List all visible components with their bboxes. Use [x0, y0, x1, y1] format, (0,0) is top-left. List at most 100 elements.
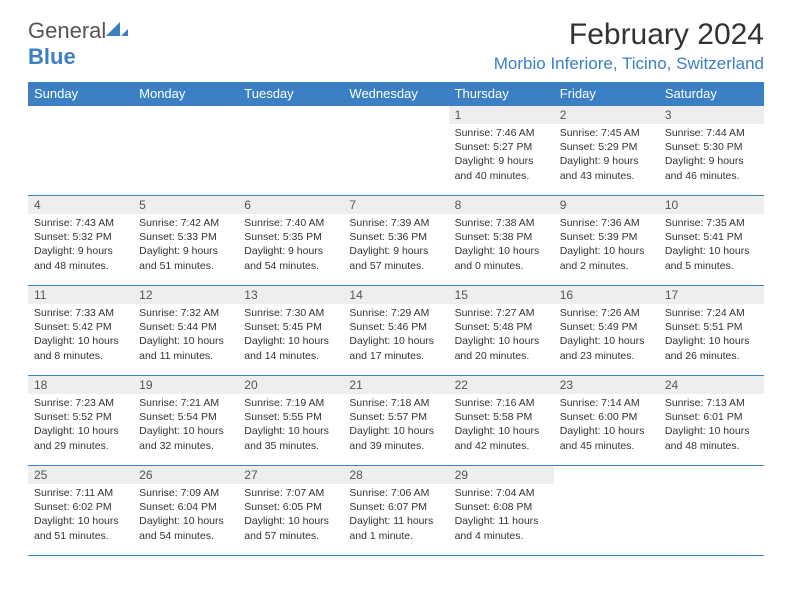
sunrise-line: Sunrise: 7:42 AM — [139, 216, 232, 230]
daylight-line: Daylight: 10 hours and 11 minutes. — [139, 334, 232, 362]
calendar-cell — [343, 106, 448, 196]
calendar-cell: 28Sunrise: 7:06 AMSunset: 6:07 PMDayligh… — [343, 466, 448, 556]
weekday-header: Tuesday — [238, 82, 343, 106]
calendar-cell: 24Sunrise: 7:13 AMSunset: 6:01 PMDayligh… — [659, 376, 764, 466]
calendar-cell: 16Sunrise: 7:26 AMSunset: 5:49 PMDayligh… — [554, 286, 659, 376]
sunrise-line: Sunrise: 7:06 AM — [349, 486, 442, 500]
calendar-cell: 23Sunrise: 7:14 AMSunset: 6:00 PMDayligh… — [554, 376, 659, 466]
sunrise-line: Sunrise: 7:45 AM — [560, 126, 653, 140]
sunrise-line: Sunrise: 7:29 AM — [349, 306, 442, 320]
sunset-line: Sunset: 5:36 PM — [349, 230, 442, 244]
weekday-header-row: SundayMondayTuesdayWednesdayThursdayFrid… — [28, 82, 764, 106]
calendar-cell — [133, 106, 238, 196]
sunrise-line: Sunrise: 7:38 AM — [455, 216, 548, 230]
daylight-line: Daylight: 11 hours and 1 minute. — [349, 514, 442, 542]
sunset-line: Sunset: 5:44 PM — [139, 320, 232, 334]
sunrise-line: Sunrise: 7:09 AM — [139, 486, 232, 500]
calendar-cell: 11Sunrise: 7:33 AMSunset: 5:42 PMDayligh… — [28, 286, 133, 376]
sunset-line: Sunset: 5:52 PM — [34, 410, 127, 424]
sunset-line: Sunset: 5:57 PM — [349, 410, 442, 424]
calendar-cell: 12Sunrise: 7:32 AMSunset: 5:44 PMDayligh… — [133, 286, 238, 376]
day-details: Sunrise: 7:26 AMSunset: 5:49 PMDaylight:… — [554, 304, 659, 369]
day-number: 18 — [28, 376, 133, 394]
day-details: Sunrise: 7:46 AMSunset: 5:27 PMDaylight:… — [449, 124, 554, 189]
day-details: Sunrise: 7:09 AMSunset: 6:04 PMDaylight:… — [133, 484, 238, 549]
daylight-line: Daylight: 9 hours and 43 minutes. — [560, 154, 653, 182]
title-block: February 2024 Morbio Inferiore, Ticino, … — [494, 18, 764, 74]
calendar-cell — [28, 106, 133, 196]
sunrise-line: Sunrise: 7:26 AM — [560, 306, 653, 320]
daylight-line: Daylight: 10 hours and 35 minutes. — [244, 424, 337, 452]
day-number: 2 — [554, 106, 659, 124]
daylight-line: Daylight: 10 hours and 42 minutes. — [455, 424, 548, 452]
day-details: Sunrise: 7:30 AMSunset: 5:45 PMDaylight:… — [238, 304, 343, 369]
day-number: 26 — [133, 466, 238, 484]
day-number: 28 — [343, 466, 448, 484]
day-number: 14 — [343, 286, 448, 304]
sunset-line: Sunset: 5:45 PM — [244, 320, 337, 334]
day-number: 6 — [238, 196, 343, 214]
daylight-line: Daylight: 10 hours and 45 minutes. — [560, 424, 653, 452]
sunrise-line: Sunrise: 7:11 AM — [34, 486, 127, 500]
day-number: 25 — [28, 466, 133, 484]
sunset-line: Sunset: 6:02 PM — [34, 500, 127, 514]
calendar-cell: 13Sunrise: 7:30 AMSunset: 5:45 PMDayligh… — [238, 286, 343, 376]
daylight-line: Daylight: 9 hours and 54 minutes. — [244, 244, 337, 272]
calendar-cell — [659, 466, 764, 556]
sunset-line: Sunset: 5:42 PM — [34, 320, 127, 334]
day-number: 21 — [343, 376, 448, 394]
empty-cell — [28, 106, 133, 124]
day-number: 5 — [133, 196, 238, 214]
day-details: Sunrise: 7:29 AMSunset: 5:46 PMDaylight:… — [343, 304, 448, 369]
calendar-cell: 10Sunrise: 7:35 AMSunset: 5:41 PMDayligh… — [659, 196, 764, 286]
calendar-cell: 4Sunrise: 7:43 AMSunset: 5:32 PMDaylight… — [28, 196, 133, 286]
day-details: Sunrise: 7:36 AMSunset: 5:39 PMDaylight:… — [554, 214, 659, 279]
daylight-line: Daylight: 10 hours and 57 minutes. — [244, 514, 337, 542]
day-details: Sunrise: 7:42 AMSunset: 5:33 PMDaylight:… — [133, 214, 238, 279]
sunrise-line: Sunrise: 7:07 AM — [244, 486, 337, 500]
day-number: 27 — [238, 466, 343, 484]
daylight-line: Daylight: 10 hours and 2 minutes. — [560, 244, 653, 272]
day-details: Sunrise: 7:35 AMSunset: 5:41 PMDaylight:… — [659, 214, 764, 279]
calendar-cell: 26Sunrise: 7:09 AMSunset: 6:04 PMDayligh… — [133, 466, 238, 556]
sunrise-line: Sunrise: 7:32 AM — [139, 306, 232, 320]
day-number: 22 — [449, 376, 554, 394]
calendar-cell — [554, 466, 659, 556]
calendar-cell: 8Sunrise: 7:38 AMSunset: 5:38 PMDaylight… — [449, 196, 554, 286]
weekday-header: Saturday — [659, 82, 764, 106]
day-details: Sunrise: 7:44 AMSunset: 5:30 PMDaylight:… — [659, 124, 764, 189]
calendar-cell: 14Sunrise: 7:29 AMSunset: 5:46 PMDayligh… — [343, 286, 448, 376]
day-details: Sunrise: 7:07 AMSunset: 6:05 PMDaylight:… — [238, 484, 343, 549]
calendar-cell: 2 Sunrise: 7:45 AMSunset: 5:29 PMDaylight… — [554, 106, 659, 196]
daylight-line: Daylight: 10 hours and 51 minutes. — [34, 514, 127, 542]
logo-word1: General — [28, 18, 106, 43]
daylight-line: Daylight: 10 hours and 20 minutes. — [455, 334, 548, 362]
sunset-line: Sunset: 5:30 PM — [665, 140, 758, 154]
weekday-header: Friday — [554, 82, 659, 106]
calendar-body: 1Sunrise: 7:46 AMSunset: 5:27 PMDaylight… — [28, 106, 764, 556]
daylight-line: Daylight: 10 hours and 5 minutes. — [665, 244, 758, 272]
day-details: Sunrise: 7:04 AMSunset: 6:08 PMDaylight:… — [449, 484, 554, 549]
daylight-line: Daylight: 9 hours and 51 minutes. — [139, 244, 232, 272]
calendar-cell: 18Sunrise: 7:23 AMSunset: 5:52 PMDayligh… — [28, 376, 133, 466]
sunrise-line: Sunrise: 7:14 AM — [560, 396, 653, 410]
calendar-cell: 1Sunrise: 7:46 AMSunset: 5:27 PMDaylight… — [449, 106, 554, 196]
daylight-line: Daylight: 11 hours and 4 minutes. — [455, 514, 548, 542]
sunrise-line: Sunrise: 7:16 AM — [455, 396, 548, 410]
sunset-line: Sunset: 5:41 PM — [665, 230, 758, 244]
sunrise-line: Sunrise: 7:13 AM — [665, 396, 758, 410]
logo-sail-icon — [106, 18, 128, 44]
day-number: 24 — [659, 376, 764, 394]
sunset-line: Sunset: 5:32 PM — [34, 230, 127, 244]
day-number: 4 — [28, 196, 133, 214]
sunset-line: Sunset: 6:08 PM — [455, 500, 548, 514]
sunset-line: Sunset: 5:29 PM — [560, 140, 653, 154]
calendar-cell: 22Sunrise: 7:16 AMSunset: 5:58 PMDayligh… — [449, 376, 554, 466]
calendar-row: 18 Sunrise: 7:23 AMSunset: 5:52 PM Dayligh… — [28, 376, 764, 466]
daylight-line: Daylight: 10 hours and 17 minutes. — [349, 334, 442, 362]
day-details: Sunrise: 7:18 AMSunset: 5:57 PMDaylight:… — [343, 394, 448, 459]
day-number: 13 — [238, 286, 343, 304]
day-details: Sunrise: 7:40 AMSunset: 5:35 PMDaylight:… — [238, 214, 343, 279]
sunrise-line: Sunrise: 7:36 AM — [560, 216, 653, 230]
sunrise-line: Sunrise: 7:23 AM — [34, 396, 127, 410]
